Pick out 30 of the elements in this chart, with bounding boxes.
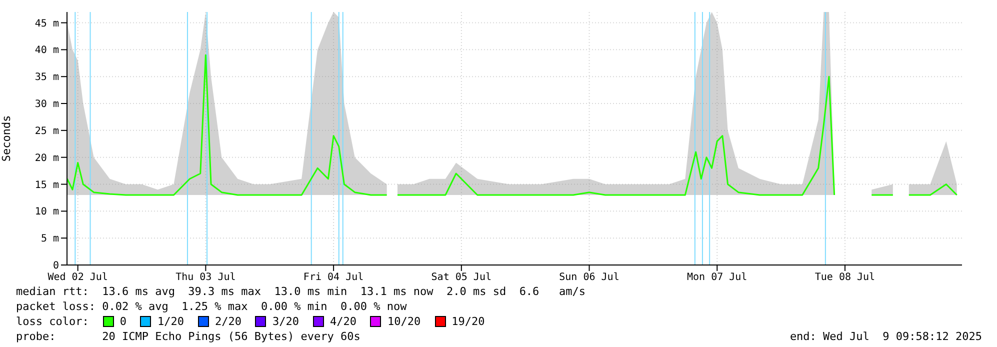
- x-tick-label: Tue 08 Jul: [814, 272, 876, 284]
- legend-label: 19/20: [452, 314, 485, 329]
- y-tick-label: 30 m: [34, 99, 59, 110]
- y-tick-label: 10 m: [34, 206, 59, 218]
- text: packet loss: 0.02 % avg 1.25 % max 0.00 % min 0.00 % now: [16, 299, 408, 314]
- text: end: Wed Jul 9 09:58:12 2025: [790, 329, 982, 344]
- x-tick-label: Sat 05 Jul: [431, 272, 492, 284]
- text: probe: 20 ICMP Echo Pings (56 Bytes) every 60s: [16, 329, 360, 344]
- legend-label: 2/20: [214, 314, 242, 329]
- y-tick-label: 20 m: [34, 152, 59, 164]
- legend-title: loss color:: [16, 314, 89, 329]
- legend-label: 10/20: [387, 314, 421, 329]
- legend-label: 4/20: [330, 314, 356, 329]
- x-tick-label: Wed 02 Jul: [48, 272, 108, 284]
- x-tick-label: Fri 04 Jul: [303, 272, 364, 284]
- y-tick-label: 5 m: [40, 234, 59, 245]
- y-tick-label: 15 m: [34, 180, 59, 191]
- x-tick-label: Mon 07 Jul: [687, 272, 748, 284]
- y-tick-label: 35 m: [34, 72, 59, 84]
- y-tick-label: 40 m: [34, 45, 59, 56]
- x-tick-label: Sun 06 Jul: [559, 272, 620, 284]
- x-tick-label: Thu 03 Jul: [176, 272, 236, 284]
- y-tick-label: 0: [52, 260, 59, 272]
- y-tick-label: 25 m: [34, 126, 59, 137]
- legend-label: 1/20: [157, 314, 184, 329]
- text: median rtt: 13.6 ms avg 39.3 ms max 13.0 ms min 13.1 ms now 2.0 ms sd 6.6 am/s: [16, 284, 587, 299]
- y-tick-label: 45 m: [34, 18, 59, 30]
- legend-label: 0: [120, 314, 126, 329]
- legend-label: 3/20: [272, 314, 299, 329]
- y-axis-title: Seconds: [0, 115, 13, 162]
